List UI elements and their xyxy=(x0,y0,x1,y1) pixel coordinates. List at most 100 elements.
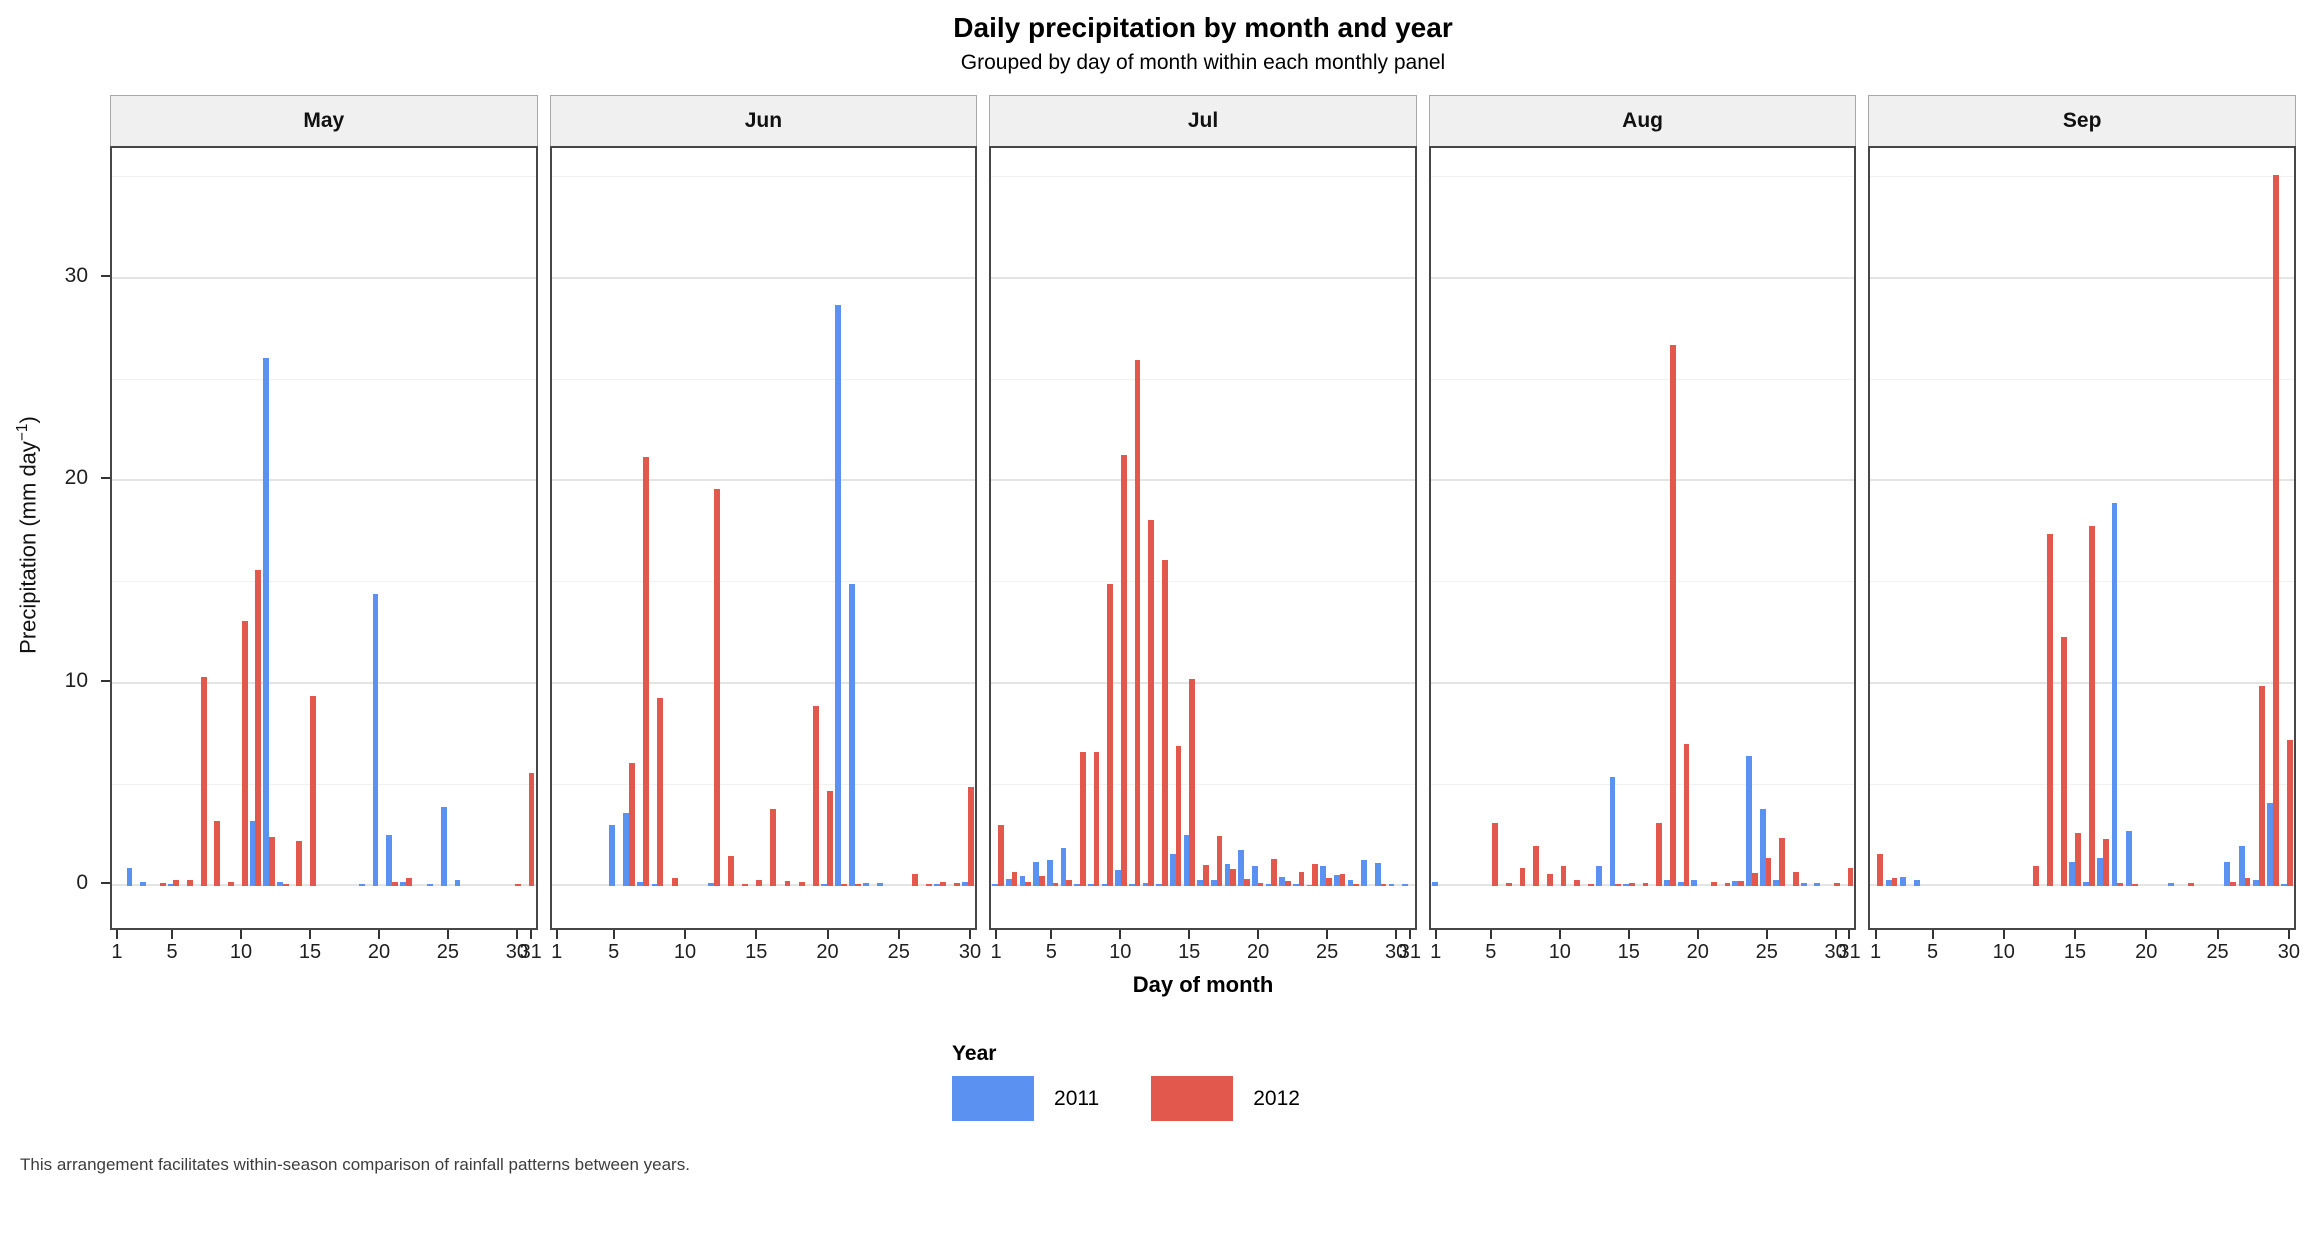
bar-2011-jul-11 xyxy=(1128,883,1135,886)
bar-2011-sep-22 xyxy=(2168,882,2174,886)
gridline-minor xyxy=(1870,176,2294,178)
x-axis-title: Day of month xyxy=(1132,972,1274,997)
bar-2012-jul-25 xyxy=(1325,877,1332,886)
y-tick-label: 30 xyxy=(64,263,88,287)
gridline-minor xyxy=(551,783,976,785)
x-axis-jun: 1 5 10 15 20 25 30 xyxy=(550,930,982,966)
chart-subtitle: Grouped by day of month within each mont… xyxy=(960,51,1446,74)
bar-2012-jun-28 xyxy=(939,881,946,886)
gridline-major xyxy=(112,479,536,482)
x-tick-mark xyxy=(2145,930,2148,939)
strip-label-aug: Aug xyxy=(1622,109,1663,132)
bar-2011-may-22 xyxy=(400,881,406,886)
gridline-major xyxy=(1870,276,2294,279)
bar-2011-jul-30 xyxy=(1388,883,1395,886)
x-axis-jul: 1 5 10 15 20 25 30 31 xyxy=(989,930,1421,966)
bar-2012-jul-27 xyxy=(1353,883,1360,886)
x-tick-mark xyxy=(446,930,449,939)
x-tick-label: 30 xyxy=(958,941,982,963)
panel-jun: Jun 1 5 10 15 20 25 30 xyxy=(549,95,982,966)
bar-2012-may-14 xyxy=(296,841,303,886)
bar-2012-aug-9 xyxy=(1546,873,1553,886)
x-tick-mark xyxy=(1696,930,1699,939)
gridline-minor xyxy=(991,783,1415,785)
bar-2011-jul-22 xyxy=(1279,876,1285,886)
x-tick-mark xyxy=(1848,930,1851,939)
legend-swatch-2011 xyxy=(952,1076,1035,1121)
bar-2011-jun-6 xyxy=(623,813,630,886)
bar-2012-jun-30 xyxy=(968,786,975,886)
strip-label-jul: Jul xyxy=(1187,109,1219,132)
bar-2012-sep-15 xyxy=(2075,833,2082,886)
x-tick-mark xyxy=(755,930,758,939)
bar-2011-jun-8 xyxy=(651,883,658,886)
x-tick-mark xyxy=(826,930,829,939)
bar-2011-jul-4 xyxy=(1033,861,1039,886)
gridline-major xyxy=(1870,681,2294,684)
bar-2012-jun-17 xyxy=(784,880,791,886)
bar-2012-aug-7 xyxy=(1519,867,1526,886)
bar-2012-jun-6 xyxy=(629,762,636,886)
bar-2012-jun-20 xyxy=(826,790,833,886)
y-axis-title-close: ) xyxy=(15,416,41,424)
bar-2012-may-6 xyxy=(187,879,193,886)
bar-2011-jul-10 xyxy=(1115,869,1121,886)
x-tick-mark xyxy=(1188,930,1191,939)
bar-2011-may-26 xyxy=(454,879,461,886)
x-tick-label: 25 xyxy=(436,941,460,963)
bar-2012-jun-29 xyxy=(954,882,960,886)
bar-2011-aug-18 xyxy=(1664,879,1670,886)
bar-2012-jul-18 xyxy=(1230,868,1237,886)
gridline-major xyxy=(1430,479,1855,482)
bar-2012-jul-3 xyxy=(1025,881,1032,886)
gridline-minor xyxy=(1430,176,1855,178)
bar-2011-jun-24 xyxy=(877,882,884,886)
bar-2011-jun-28 xyxy=(933,883,940,886)
x-tick-label: 1 xyxy=(1869,941,1882,963)
bar-2012-sep-12 xyxy=(2032,865,2039,886)
x-tick-mark xyxy=(171,930,174,939)
gridline-minor xyxy=(112,783,536,785)
x-tick-mark xyxy=(1408,930,1411,939)
x-tick-label: 10 xyxy=(673,941,697,963)
bar-2012-aug-14 xyxy=(1615,883,1621,886)
bar-2012-may-21 xyxy=(392,881,398,886)
bar-2012-jul-7 xyxy=(1080,752,1086,886)
y-tick-label: 20 xyxy=(64,466,88,490)
bar-2011-aug-23 xyxy=(1732,880,1739,886)
y-tick-mark xyxy=(101,679,110,682)
bar-2012-may-13 xyxy=(282,883,289,886)
bar-2011-jul-20 xyxy=(1251,865,1258,886)
bar-2012-jul-24 xyxy=(1312,863,1319,886)
x-tick-mark xyxy=(377,930,380,939)
gridline-minor xyxy=(1430,783,1855,785)
gridline-major xyxy=(1430,681,1855,684)
bar-2011-jul-5 xyxy=(1046,859,1053,886)
bar-2012-aug-5 xyxy=(1492,823,1498,886)
footer-note: This arrangement facilitates within-seas… xyxy=(20,1155,690,1174)
bar-2012-sep-23 xyxy=(2188,882,2194,886)
bar-2012-jul-16 xyxy=(1202,864,1209,886)
bar-2012-aug-6 xyxy=(1505,882,1512,886)
bar-2011-aug-26 xyxy=(1773,879,1780,886)
x-tick-mark xyxy=(1050,930,1053,939)
bar-2011-jul-21 xyxy=(1265,883,1272,886)
x-tick-label: 31 xyxy=(1398,941,1421,963)
bar-2011-sep-27 xyxy=(2238,845,2245,886)
bar-2012-aug-12 xyxy=(1587,883,1594,886)
bar-2012-jul-13 xyxy=(1161,560,1168,886)
x-tick-mark xyxy=(1558,930,1561,939)
bar-2012-jun-18 xyxy=(798,881,805,886)
bar-2012-jun-7 xyxy=(643,456,650,886)
bar-2012-aug-22 xyxy=(1724,882,1731,886)
bar-2012-jul-29 xyxy=(1380,883,1387,886)
bar-2011-sep-26 xyxy=(2224,861,2231,886)
bar-2011-jul-1 xyxy=(992,883,998,886)
bar-2011-may-19 xyxy=(359,883,365,886)
bar-2012-jun-12 xyxy=(713,489,720,886)
bar-2011-jun-22 xyxy=(849,584,856,886)
x-tick-label: 25 xyxy=(1755,941,1778,963)
x-tick-label: 20 xyxy=(367,941,391,963)
bar-2012-sep-19 xyxy=(2131,883,2138,886)
legend-title: Year xyxy=(952,1042,997,1065)
